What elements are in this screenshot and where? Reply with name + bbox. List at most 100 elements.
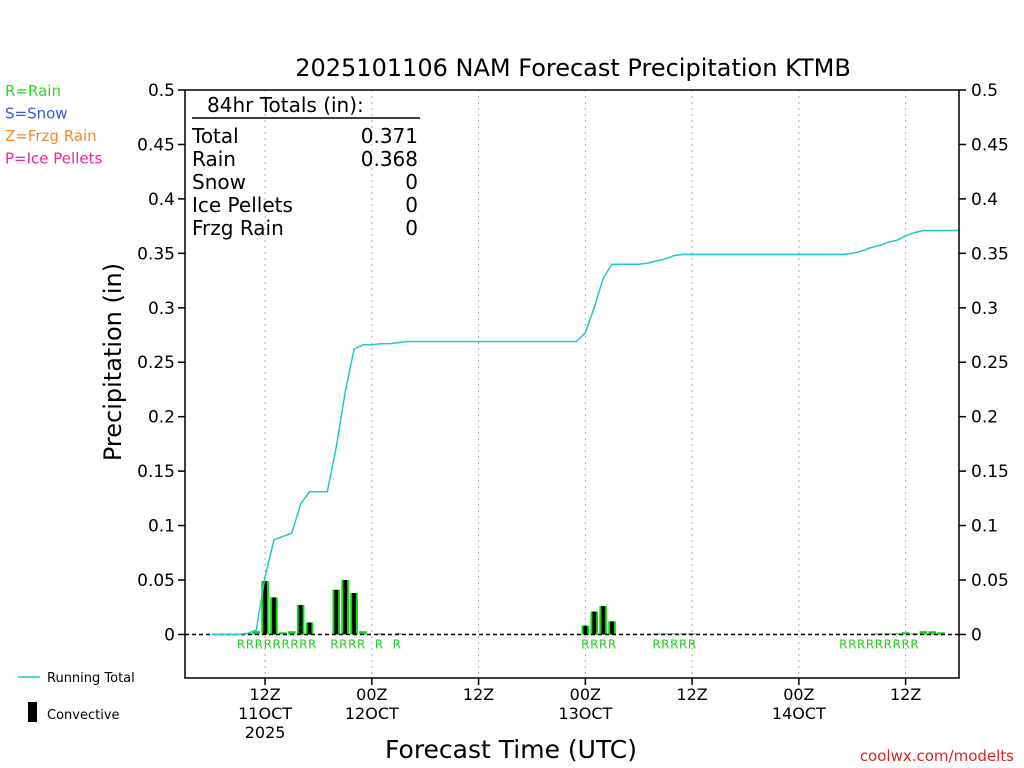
ptype-marker: R: [599, 637, 607, 651]
ptype-marker: R: [857, 637, 865, 651]
plot-frame: [184, 89, 960, 679]
ptype-marker: R: [910, 637, 918, 651]
convective-bar: [592, 611, 597, 635]
convective-bar: [343, 580, 348, 635]
ptype-legend-item: R=Rain: [5, 82, 61, 100]
ptype-marker: R: [255, 637, 263, 651]
x-tick-label: 12Z: [463, 685, 494, 704]
y-axis-label: Precipitation (in): [99, 263, 127, 461]
y-tick-label-right: 0.05: [971, 571, 1009, 591]
ptype-marker: R: [264, 637, 272, 651]
totals-row-label: Frzg Rain: [192, 216, 284, 240]
ptype-marker: R: [246, 637, 254, 651]
convective-legend-label: Convective: [47, 708, 120, 723]
ptype-legend-item: S=Snow: [5, 105, 68, 123]
chart-title: 2025101106 NAM Forecast Precipitation KT…: [295, 54, 851, 82]
ptype-marker: R: [393, 637, 401, 651]
ptype-marker: R: [339, 637, 347, 651]
ptype-marker: R: [848, 637, 856, 651]
y-tick-label-left: 0.35: [137, 244, 175, 264]
watermark: coolwx.com/modelts: [860, 747, 1014, 765]
y-tick-label-left: 0.05: [137, 571, 175, 591]
y-tick-label-left: 0.1: [148, 517, 175, 537]
ptype-legend-item: P=Ice Pellets: [5, 150, 102, 168]
ptype-marker: R: [670, 637, 678, 651]
totals-row-value: 0.368: [361, 147, 418, 171]
ptype-marker: R: [357, 637, 365, 651]
y-tick-label-right: 0.2: [971, 408, 998, 428]
y-axis-left: 0 0.05 0.1 0.15 0.2 0.25 0.3 0.35 0.4 0.45 0.5: [137, 81, 185, 645]
y-tick-label-right: 0.15: [971, 462, 1009, 482]
precip-bar: [928, 631, 937, 635]
precip-bars: [243, 580, 945, 635]
ptype-marker: R: [884, 637, 892, 651]
ptype-marker: R: [290, 637, 298, 651]
ptype-marker: R: [839, 637, 847, 651]
y-tick-label-left: 0.25: [137, 353, 175, 373]
convective-bar: [352, 593, 356, 635]
y-tick-label-left: 0.2: [148, 408, 175, 428]
ptype-marker: R: [348, 637, 356, 651]
gridlines: [264, 90, 907, 678]
y-tick-label-right: 0.3: [971, 299, 998, 319]
totals-header: 84hr Totals (in):: [207, 93, 364, 117]
precip-bar: [901, 632, 910, 635]
totals-row-label: Snow: [192, 170, 246, 194]
y-tick-label-right: 0: [971, 625, 982, 645]
ptype-marker: R: [375, 637, 383, 651]
y-axis-right: 0 0.05 0.1 0.15 0.2 0.25 0.3 0.35 0.4 0.45 0.5: [959, 81, 1009, 645]
ptype-marker: R: [272, 637, 280, 651]
ptype-marker: R: [901, 637, 909, 651]
y-tick-label-left: 0.45: [137, 135, 175, 155]
y-tick-label-right: 0.1: [971, 517, 998, 537]
ptype-legend: R=Rain S=Snow Z=Frzg Rain P=Ice Pellets: [5, 82, 102, 168]
ptype-marker: R: [688, 637, 696, 651]
totals-row-value: 0: [405, 170, 418, 194]
convective-bar: [298, 605, 303, 635]
ptype-legend-item: Z=Frzg Rain: [5, 127, 97, 145]
totals-row-value: 0: [405, 193, 418, 217]
x-tick-year: 2025: [245, 723, 286, 742]
x-tick-date: 14OCT: [772, 704, 826, 723]
precip-bar: [661, 633, 670, 635]
convective-bar: [601, 606, 606, 635]
x-tick-label: 00Z: [570, 685, 601, 704]
ptype-marker: R: [237, 637, 245, 651]
totals-row-label: Ice Pellets: [192, 193, 293, 217]
precip-bar: [359, 631, 367, 635]
totals-row-value: 0.371: [361, 124, 418, 148]
totals-row-value: 0: [405, 216, 418, 240]
y-tick-label-right: 0.5: [971, 81, 998, 101]
precip-bar: [919, 631, 928, 635]
ptype-marker: R: [893, 637, 901, 651]
ptype-marker: R: [875, 637, 883, 651]
precip-bar: [376, 633, 385, 635]
x-tick-label: 12Z: [249, 685, 280, 704]
convective-bar: [583, 625, 588, 635]
y-tick-label-left: 0.15: [137, 462, 175, 482]
totals-row-label: Rain: [192, 147, 236, 171]
x-tick-label: 12Z: [890, 685, 921, 704]
x-tick-label: 00Z: [356, 685, 387, 704]
ptype-marker: R: [581, 637, 589, 651]
y-tick-label-right: 0.25: [971, 353, 1009, 373]
y-tick-label-right: 0.45: [971, 135, 1009, 155]
ptype-marker: R: [679, 637, 687, 651]
convective-bar: [272, 597, 276, 635]
ptype-marker: R: [308, 637, 316, 651]
precip-bar: [937, 632, 945, 635]
precip-bar: [279, 632, 287, 635]
running-total-line: [211, 229, 959, 636]
x-tick-label: 00Z: [783, 685, 814, 704]
ptype-marker: R: [866, 637, 874, 651]
convective-bar: [334, 589, 339, 635]
x-tick-label: 12Z: [676, 685, 707, 704]
convective-bar: [263, 581, 267, 635]
ptype-marker: R: [281, 637, 289, 651]
y-tick-label-right: 0.35: [971, 244, 1009, 264]
precip-bar: [287, 631, 296, 635]
totals-row-label: Total: [191, 124, 239, 148]
